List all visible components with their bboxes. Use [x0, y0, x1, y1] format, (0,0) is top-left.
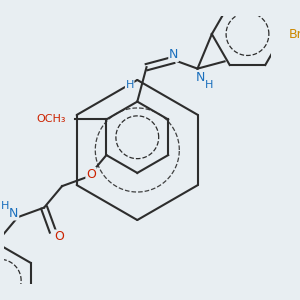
Text: H: H	[1, 201, 9, 211]
Text: OCH₃: OCH₃	[36, 114, 66, 124]
Text: N: N	[195, 71, 205, 84]
Text: O: O	[86, 167, 96, 181]
Text: H: H	[205, 80, 213, 90]
Text: Br: Br	[289, 28, 300, 40]
Text: H: H	[125, 80, 134, 90]
Text: O: O	[54, 230, 64, 243]
Text: N: N	[169, 48, 178, 61]
Text: N: N	[9, 207, 19, 220]
